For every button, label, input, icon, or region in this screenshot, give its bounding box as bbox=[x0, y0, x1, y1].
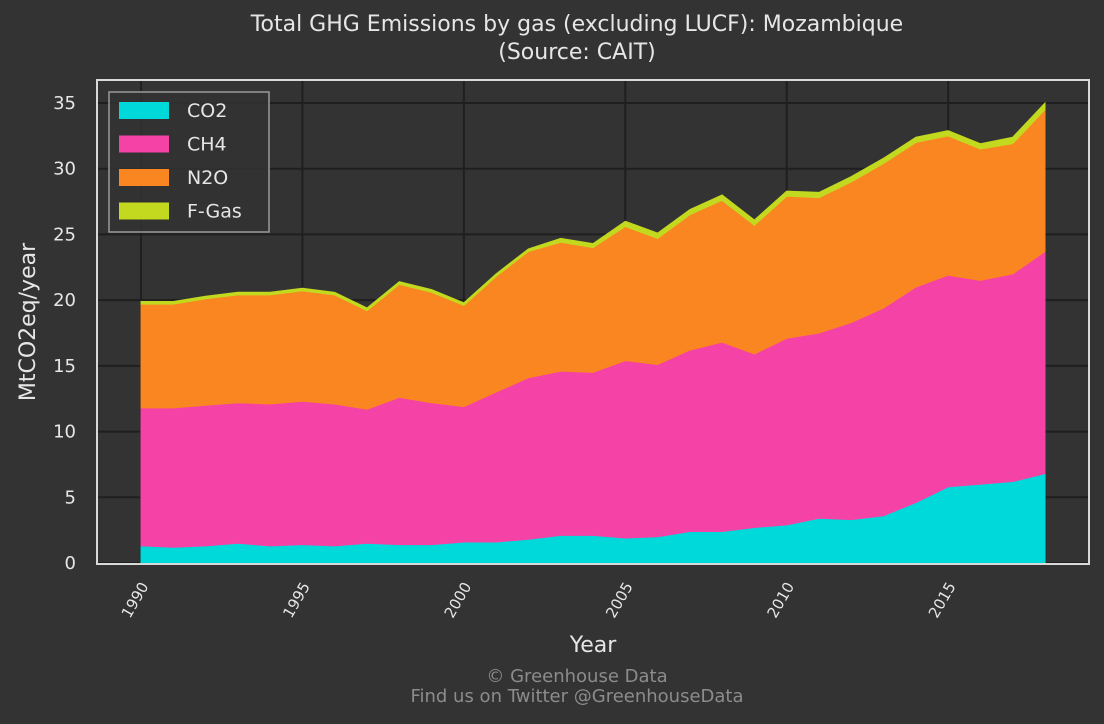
x-tick-label: 2015 bbox=[925, 579, 960, 621]
x-tick-label: 1990 bbox=[118, 579, 153, 621]
x-axis: 1990 1995 2000 2005 2010 2015 bbox=[118, 579, 960, 621]
x-tick-label: 2005 bbox=[602, 579, 637, 621]
legend-label: CO2 bbox=[187, 100, 227, 122]
y-tick-label: 10 bbox=[53, 422, 76, 443]
legend-label: F-Gas bbox=[187, 201, 242, 223]
y-tick-label: 35 bbox=[53, 93, 76, 114]
y-axis-label: MtCO2eq/year bbox=[16, 242, 41, 401]
y-tick-label: 5 bbox=[65, 487, 76, 508]
legend-label: N2O bbox=[187, 167, 228, 189]
legend-swatch bbox=[119, 169, 169, 186]
y-tick-label: 25 bbox=[53, 224, 76, 245]
y-tick-label: 0 bbox=[65, 553, 76, 574]
y-tick-label: 20 bbox=[53, 290, 76, 311]
x-tick-label: 1995 bbox=[279, 579, 314, 621]
footer-twitter: Find us on Twitter @GreenhouseData bbox=[410, 686, 744, 707]
chart-subtitle: (Source: CAIT) bbox=[498, 40, 656, 65]
legend-label: CH4 bbox=[187, 134, 227, 156]
legend: CO2 CH4 N2O F-Gas bbox=[108, 91, 270, 233]
plot-border bbox=[96, 79, 1090, 565]
area-f-gas bbox=[140, 101, 1046, 312]
x-tick-label: 2000 bbox=[441, 579, 476, 621]
chart-title: Total GHG Emissions by gas (excluding LU… bbox=[250, 12, 904, 37]
y-tick-label: 15 bbox=[53, 356, 76, 377]
y-tick-label: 30 bbox=[53, 159, 76, 180]
x-tick-label: 2010 bbox=[763, 579, 798, 621]
footer-copyright: © Greenhouse Data bbox=[486, 666, 668, 687]
legend-swatch bbox=[119, 135, 169, 153]
y-axis: 0 5 10 15 20 25 30 35 bbox=[53, 93, 76, 574]
legend-swatch bbox=[119, 202, 169, 220]
x-axis-label: Year bbox=[569, 633, 618, 658]
legend-swatch bbox=[119, 102, 169, 119]
